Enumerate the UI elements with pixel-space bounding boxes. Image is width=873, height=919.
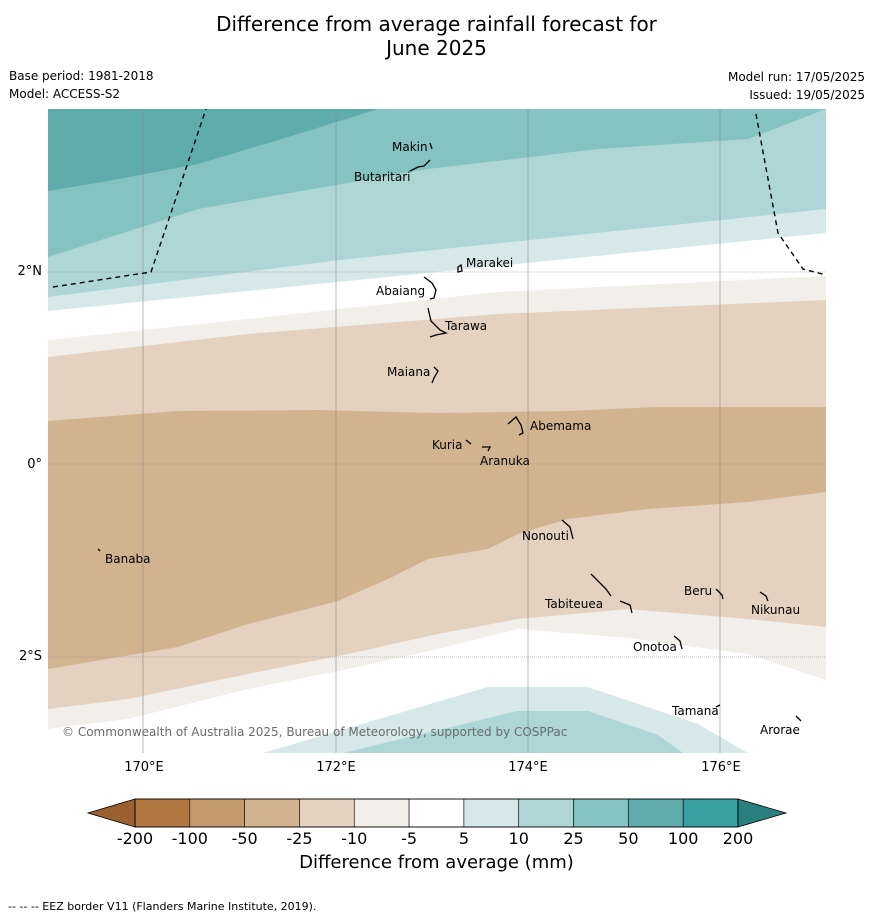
label-beru: Beru xyxy=(684,584,712,598)
meta-left: Base period: 1981-2018 Model: ACCESS-S2 xyxy=(9,67,154,103)
graticule xyxy=(48,109,826,753)
colorbar-tick-label: 5 xyxy=(459,829,469,848)
label-abaiang: Abaiang xyxy=(376,284,425,298)
colorbar-ticks: -200 -100 -50 -25 -10 -5 5 10 25 50 100 200 xyxy=(117,829,753,848)
colorbar-cell xyxy=(573,798,629,828)
colorbar-cell xyxy=(518,798,574,828)
label-tamana: Tamana xyxy=(671,704,719,718)
label-banaba: Banaba xyxy=(105,552,151,566)
band-plus-25-south xyxy=(343,711,683,753)
beru-island xyxy=(715,588,724,600)
nikunau-island xyxy=(759,591,769,602)
place-labels: Makin Butaritari Marakei Abaiang Tarawa … xyxy=(105,140,800,737)
colorbar-cells xyxy=(134,798,739,828)
colorbar-cell xyxy=(244,798,300,828)
copyright-notice: © Commonwealth of Australia 2025, Bureau… xyxy=(62,725,567,739)
lat-label-2s: 2°S xyxy=(18,649,42,664)
colorbar-tick-label: -100 xyxy=(172,829,208,848)
colorbar-under-triangle xyxy=(86,798,136,828)
colorbar-over-triangle xyxy=(737,798,788,828)
band-minus-25 xyxy=(48,407,826,669)
tarawa-island xyxy=(427,307,448,338)
butaritari-island xyxy=(409,159,431,172)
issued-date: Issued: 19/05/2025 xyxy=(749,88,865,102)
title-line-1: Difference from average rainfall forecas… xyxy=(216,12,657,36)
colorbar-cell xyxy=(682,798,739,828)
rainfall-map: Makin Butaritari Marakei Abaiang Tarawa … xyxy=(48,109,826,753)
onotoa-island xyxy=(673,635,683,650)
islands xyxy=(97,142,802,722)
colorbar-cell xyxy=(353,798,410,828)
colorbar-tick-label: 50 xyxy=(618,829,638,848)
label-tabiteuea: Tabiteuea xyxy=(544,597,603,611)
label-arorae: Arorae xyxy=(760,723,800,737)
lat-label-2n: 2°N xyxy=(17,264,43,279)
abaiang-island xyxy=(423,276,437,300)
lon-label-176e: 176°E xyxy=(701,760,741,775)
tabiteuea-island xyxy=(590,573,633,614)
model-name: Model: ACCESS-S2 xyxy=(9,87,121,101)
colorbar-tick-label: 25 xyxy=(563,829,583,848)
colorbar-cell xyxy=(408,798,465,828)
map-title: Difference from average rainfall forecas… xyxy=(0,12,873,60)
label-nonouti: Nonouti xyxy=(522,529,569,543)
banaba-island xyxy=(97,548,101,552)
label-abemama: Abemama xyxy=(530,419,591,433)
nonouti-island xyxy=(561,519,574,540)
label-nikunau: Nikunau xyxy=(751,603,800,617)
colorbar-tick-label: -50 xyxy=(232,829,258,848)
label-kuria: Kuria xyxy=(432,438,463,452)
label-onotoa: Onotoa xyxy=(633,640,677,654)
colorbar-cell xyxy=(189,798,245,828)
colorbar-cell xyxy=(299,798,355,828)
colorbar-cell xyxy=(463,798,520,828)
colorbar-cell xyxy=(628,798,684,828)
colorbar-tick-label: -10 xyxy=(341,829,367,848)
colorbar-tick-label: -200 xyxy=(117,829,153,848)
title-line-2: June 2025 xyxy=(386,36,487,60)
colorbar-tick-label: 100 xyxy=(668,829,699,848)
label-maiana: Maiana xyxy=(387,365,430,379)
model-run: Model run: 17/05/2025 xyxy=(727,70,865,84)
colorbar-tick-label: -5 xyxy=(401,829,417,848)
band-plus-100-north xyxy=(48,109,378,191)
lat-label-0: 0° xyxy=(27,457,42,472)
colorbar-tick-label: 200 xyxy=(723,829,754,848)
colorbar-cell xyxy=(134,798,191,828)
lon-label-174e: 174°E xyxy=(508,760,548,775)
meta-right: Model run: 17/05/2025 Issued: 19/05/2025 xyxy=(728,68,865,104)
makin-island xyxy=(429,142,433,150)
colorbar: -200 -100 -50 -25 -10 -5 5 10 25 50 100 200 xyxy=(86,798,788,848)
label-tarawa: Tarawa xyxy=(444,319,487,333)
map-canvas: Makin Butaritari Marakei Abaiang Tarawa … xyxy=(48,109,826,753)
eez-border-west xyxy=(52,109,207,288)
colorbar-tick-label: 10 xyxy=(509,829,529,848)
abemama-island xyxy=(507,416,524,436)
marakei-island xyxy=(457,263,463,273)
base-period: Base period: 1981-2018 xyxy=(9,69,154,83)
label-aranuka: Aranuka xyxy=(480,454,530,468)
eez-footer-note: -- -- -- EEZ border V11 (Flanders Marine… xyxy=(8,900,317,913)
aranuka-island xyxy=(482,446,492,452)
label-marakei: Marakei xyxy=(466,256,513,270)
lon-label-170e: 170°E xyxy=(124,760,164,775)
maiana-island xyxy=(431,366,439,384)
kuria-island xyxy=(465,439,472,445)
colorbar-label: Difference from average (mm) xyxy=(299,852,574,873)
colorbar-tick-label: -25 xyxy=(286,829,312,848)
label-makin: Makin xyxy=(392,140,428,154)
tamana-island xyxy=(715,704,721,708)
lon-label-172e: 172°E xyxy=(316,760,356,775)
colorbar-frame xyxy=(134,798,739,828)
label-butaritari: Butaritari xyxy=(354,170,411,184)
arorae-island xyxy=(795,715,802,722)
